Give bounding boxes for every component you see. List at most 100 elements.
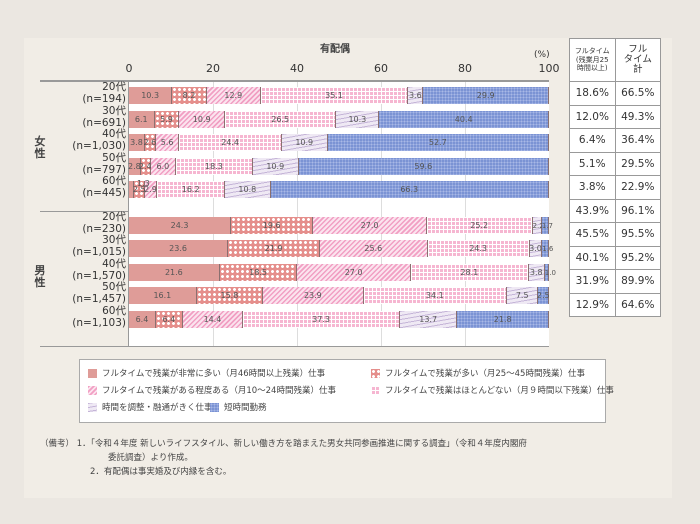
bar-segment: 16.1 (129, 287, 197, 304)
bar-segment: 52.7 (327, 134, 549, 151)
stacked-bar: 16.1 15.8 23.9 34.1 7.5 2.5 (129, 287, 550, 304)
header-text: フル (628, 44, 648, 55)
table-cell: 95.2% (614, 245, 661, 270)
x-tick-label: 0 (125, 62, 133, 75)
note-text: 2．有配偶は事実婚及び内縁を含む。 (90, 467, 232, 477)
y-axis-line (128, 80, 129, 347)
stacked-bar: 23.6 21.9 25.6 24.3 3.0 1.6 (129, 240, 553, 257)
axis-top-line (40, 80, 549, 82)
bar-segment: 18.5 (219, 264, 298, 281)
table-cell: 29.5% (614, 151, 661, 176)
x-tick-label: 100 (538, 62, 560, 75)
header-text: 計 (632, 64, 643, 75)
table-cell: 49.3% (614, 104, 661, 129)
row-label: 20代 (n=194) (46, 82, 126, 105)
bar-segment: 3.8 (129, 134, 145, 151)
row-label: 60代 (n=445) (46, 175, 126, 199)
bar-segment: 10.9 (252, 158, 299, 175)
bar-segment: 34.1 (363, 287, 507, 304)
group-label-char: 性 (34, 147, 46, 160)
age-label: 60代 (102, 305, 126, 317)
legend-item: フルタイムで残業はほとんどない（月９時間以下残業）仕事 (371, 384, 614, 396)
gridline (213, 82, 214, 347)
n-label: (n=1,103) (72, 317, 126, 329)
x-tick-label: 60 (374, 62, 388, 75)
bar-segment: 5.6 (155, 134, 180, 151)
table-row: 31.9% 89.9% (569, 269, 661, 294)
age-label: 20代 (102, 211, 126, 223)
age-label: 30代 (102, 105, 126, 117)
age-label: 50代 (102, 281, 126, 293)
legend-label: 短時間勤務 (224, 403, 267, 413)
bar-segment: 2.8 (128, 158, 141, 175)
gridline (465, 82, 466, 347)
row-label: 60代 (n=1,103) (46, 305, 126, 329)
bar-segment: 12.9 (206, 87, 261, 104)
table-row: 3.8% 22.9% (569, 175, 661, 200)
bar-segment: 6.4 (155, 311, 183, 328)
age-label: 60代 (102, 175, 126, 187)
legend-label: フルタイムで残業がある程度ある（月10～24時間残業）仕事 (102, 386, 336, 396)
bar-segment: 1.7 (541, 217, 553, 234)
row-label: 30代 (n=691) (46, 105, 126, 129)
bar-segment: 23.9 (263, 287, 364, 304)
n-label: (n=1,570) (72, 270, 126, 282)
row-label: 50代 (n=1,457) (46, 281, 126, 305)
legend-label: フルタイムで残業が非常に多い（月46時間以上残業）仕事 (102, 369, 326, 379)
axis-bottom-line (40, 346, 549, 347)
table-cell: 5.1% (569, 151, 616, 176)
table-cell: 6.4% (569, 128, 616, 153)
bar-segment: 59.6 (298, 158, 549, 175)
table-cell: 12.0% (569, 104, 616, 129)
table-cell: 3.8% (569, 175, 616, 200)
bar-segment: 7.5 (506, 287, 539, 304)
table-cell: 66.5% (614, 81, 661, 106)
bar-segment: 1.6 (542, 240, 553, 257)
bar-segment: 21.9 (228, 240, 321, 257)
bar-segment: 14.4 (182, 311, 244, 328)
bar-segment: 18.3 (176, 158, 253, 175)
bar-segment: 25.2 (426, 217, 533, 234)
age-label: 50代 (102, 152, 126, 164)
table-row: 45.5% 95.5% (569, 222, 661, 247)
table-cell: 18.6% (569, 81, 616, 106)
bar-segment: 2.5 (537, 287, 550, 304)
legend-item: 短時間勤務 (210, 401, 267, 413)
bar-segment: 23.6 (129, 240, 229, 257)
bar-segment: 40.4 (379, 111, 549, 128)
bar-segment: 6.0 (150, 158, 177, 175)
group-label-men: 男 性 (34, 265, 46, 289)
n-label: (n=691) (82, 117, 126, 129)
row-label: 40代 (n=1,570) (46, 259, 126, 282)
table-row: 6.4% 36.4% (569, 128, 661, 153)
bar-segment: 1.0 (544, 264, 556, 281)
table-row: 40.1% 95.2% (569, 245, 661, 270)
table-cell: 12.9% (569, 292, 616, 317)
age-label: 30代 (102, 234, 126, 246)
n-label: (n=797) (82, 164, 126, 176)
bar-segment: 37.3 (243, 311, 400, 328)
stacked-bar: 6.1 5.9 10.9 26.5 10.3 40.4 (129, 111, 549, 128)
bar-segment: 24.3 (129, 217, 232, 234)
bar-segment: 3.0 (529, 240, 543, 257)
row-label: 40代 (n=1,030) (46, 129, 126, 152)
group-label-char: 男 (34, 264, 46, 277)
table-cell: 95.5% (614, 222, 661, 247)
stacked-bar: 21.618.527.028.13.81.0 (129, 264, 556, 281)
bar-segment: 10.3 (336, 111, 380, 128)
table-cell: 45.5% (569, 222, 616, 247)
bar-segment: 15.8 (196, 287, 264, 304)
legend-label: フルタイムで残業が多い（月25～45時間残業）仕事 (385, 369, 585, 379)
bar-segment: 5.9 (154, 111, 180, 128)
legend-swatch-icon (371, 368, 380, 378)
legend-item: フルタイムで残業が非常に多い（月46時間以上残業）仕事 (88, 367, 325, 379)
bar-segment: 2.5 (133, 181, 146, 198)
bar-segment: 2.4 (139, 158, 152, 175)
chart-title: 有配偶 (320, 44, 350, 55)
bar-segment: 27.0 (297, 264, 411, 281)
row-label: 50代 (n=797) (46, 152, 126, 176)
x-tick-label: 80 (458, 62, 472, 75)
legend-swatch-icon (88, 402, 97, 412)
bar-segment: 27.0 (313, 217, 427, 234)
bar-segment: 66.3 (270, 181, 549, 198)
